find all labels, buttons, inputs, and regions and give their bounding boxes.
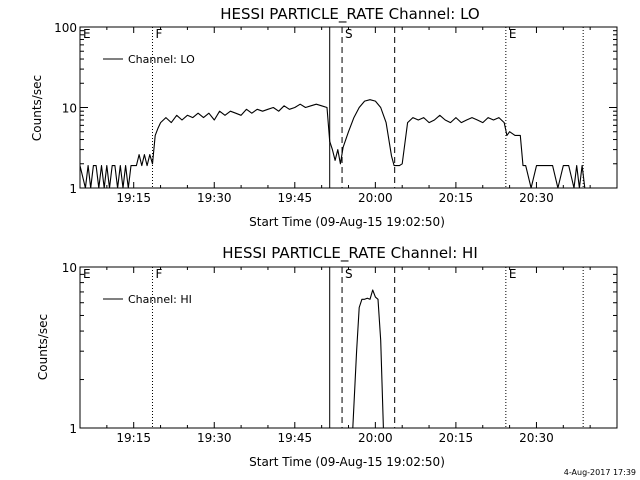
x-tick-label: 20:30 <box>519 431 554 445</box>
axis-ticks: 19:15 19:30 19:45 20:00 20:15 20:30 1 10 <box>62 261 618 445</box>
marker-label: S <box>345 267 353 281</box>
y-tick-label: 1 <box>69 182 77 196</box>
marker-label: E <box>509 267 517 281</box>
x-tick-label: 19:15 <box>116 191 151 205</box>
x-tick-label: 20:15 <box>439 431 474 445</box>
panel-lo: HESSI PARTICLE_RATE Channel: LO Counts/s… <box>30 5 618 229</box>
marker-label: E <box>83 267 91 281</box>
x-tick-label: 19:15 <box>116 431 151 445</box>
legend: Channel: LO <box>103 53 195 66</box>
x-tick-label: 20:30 <box>519 191 554 205</box>
legend-entry: Channel: HI <box>128 293 192 306</box>
x-tick-label: 19:30 <box>197 191 232 205</box>
legend-entry: Channel: LO <box>128 53 195 66</box>
series-group <box>352 289 384 429</box>
legend: Channel: HI <box>103 293 192 306</box>
panel-hi: HESSI PARTICLE_RATE Channel: HI Counts/s… <box>36 244 618 469</box>
series-line <box>79 99 586 189</box>
marker-label: S <box>345 27 353 41</box>
y-axis-label: Counts/sec <box>36 314 50 380</box>
y-axis-label: Counts/sec <box>30 75 44 141</box>
marker-label: F <box>155 27 162 41</box>
series-line <box>352 289 384 429</box>
x-tick-label: 20:00 <box>358 191 393 205</box>
x-axis-label: Start Time (09-Aug-15 19:02:50) <box>249 215 445 229</box>
panel-title: HESSI PARTICLE_RATE Channel: LO <box>220 5 479 24</box>
series-group <box>79 99 586 189</box>
y-tick-label: 10 <box>62 261 77 275</box>
marker-label: E <box>509 27 517 41</box>
panel-title: HESSI PARTICLE_RATE Channel: HI <box>222 244 478 263</box>
marker-label: E <box>83 27 91 41</box>
x-tick-label: 19:30 <box>197 431 232 445</box>
y-tick-label: 1 <box>69 422 77 436</box>
marker-label: F <box>155 267 162 281</box>
y-tick-label: 100 <box>54 21 77 35</box>
y-tick-label: 10 <box>62 102 77 116</box>
footer-timestamp: 4-Aug-2017 17:39 <box>564 468 636 477</box>
x-tick-label: 20:00 <box>358 431 393 445</box>
x-tick-label: 19:45 <box>278 191 313 205</box>
x-tick-label: 20:15 <box>439 191 474 205</box>
axis-ticks: 19:15 19:30 19:45 20:00 20:15 20:30 1 10 100 <box>54 21 618 205</box>
x-tick-label: 19:45 <box>278 431 313 445</box>
x-axis-label: Start Time (09-Aug-15 19:02:50) <box>249 455 445 469</box>
